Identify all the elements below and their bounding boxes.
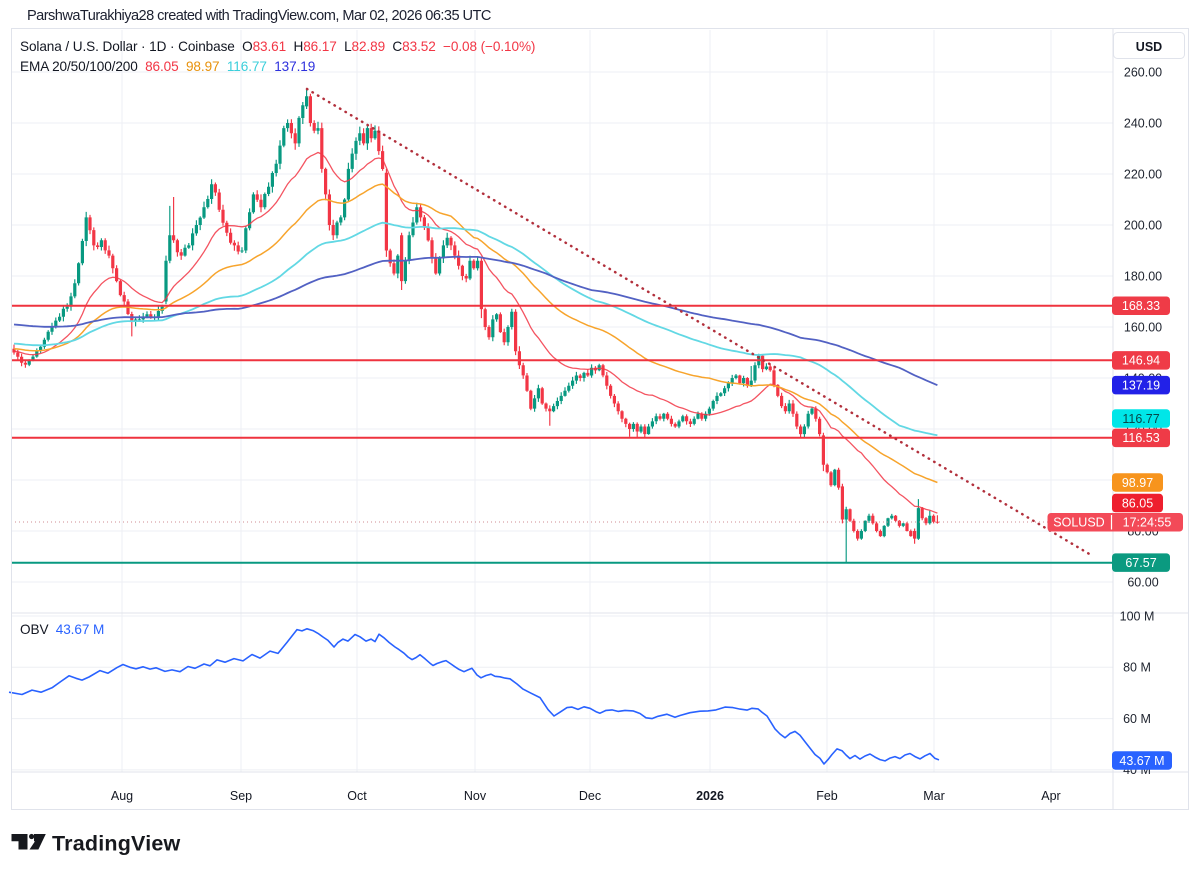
svg-text:160.00: 160.00: [1124, 320, 1162, 334]
svg-text:220.00: 220.00: [1124, 167, 1162, 181]
svg-text:168.33: 168.33: [1122, 299, 1160, 313]
svg-text:60.00: 60.00: [1127, 575, 1158, 589]
svg-text:Sep: Sep: [230, 789, 252, 803]
svg-text:TradingView: TradingView: [52, 833, 181, 856]
svg-text:260.00: 260.00: [1124, 65, 1162, 79]
svg-text:17:24:55: 17:24:55: [1123, 515, 1172, 529]
svg-text:Dec: Dec: [579, 789, 601, 803]
svg-text:Feb: Feb: [816, 789, 838, 803]
svg-text:116.53: 116.53: [1122, 431, 1159, 445]
svg-text:USD: USD: [1136, 40, 1162, 54]
svg-text:Nov: Nov: [464, 789, 487, 803]
svg-text:137.19: 137.19: [1122, 379, 1160, 393]
svg-text:80 M: 80 M: [1123, 661, 1151, 675]
svg-text:43.67 M: 43.67 M: [1119, 754, 1164, 768]
svg-text:116.77: 116.77: [1122, 412, 1159, 426]
svg-text:60 M: 60 M: [1123, 712, 1151, 726]
svg-text:180.00: 180.00: [1124, 269, 1162, 283]
svg-text:98.97: 98.97: [1122, 476, 1153, 490]
svg-text:Oct: Oct: [347, 789, 367, 803]
svg-text:SOLUSD: SOLUSD: [1053, 515, 1104, 529]
svg-text:86.05: 86.05: [1122, 496, 1153, 510]
svg-text:200.00: 200.00: [1124, 218, 1162, 232]
svg-text:Mar: Mar: [923, 789, 945, 803]
svg-text:67.57: 67.57: [1125, 556, 1156, 570]
svg-text:Apr: Apr: [1041, 789, 1060, 803]
svg-text:240.00: 240.00: [1124, 116, 1162, 130]
svg-text:Aug: Aug: [111, 789, 133, 803]
svg-text:100 M: 100 M: [1120, 609, 1155, 623]
svg-text:2026: 2026: [696, 789, 724, 803]
svg-text:146.94: 146.94: [1122, 354, 1160, 368]
